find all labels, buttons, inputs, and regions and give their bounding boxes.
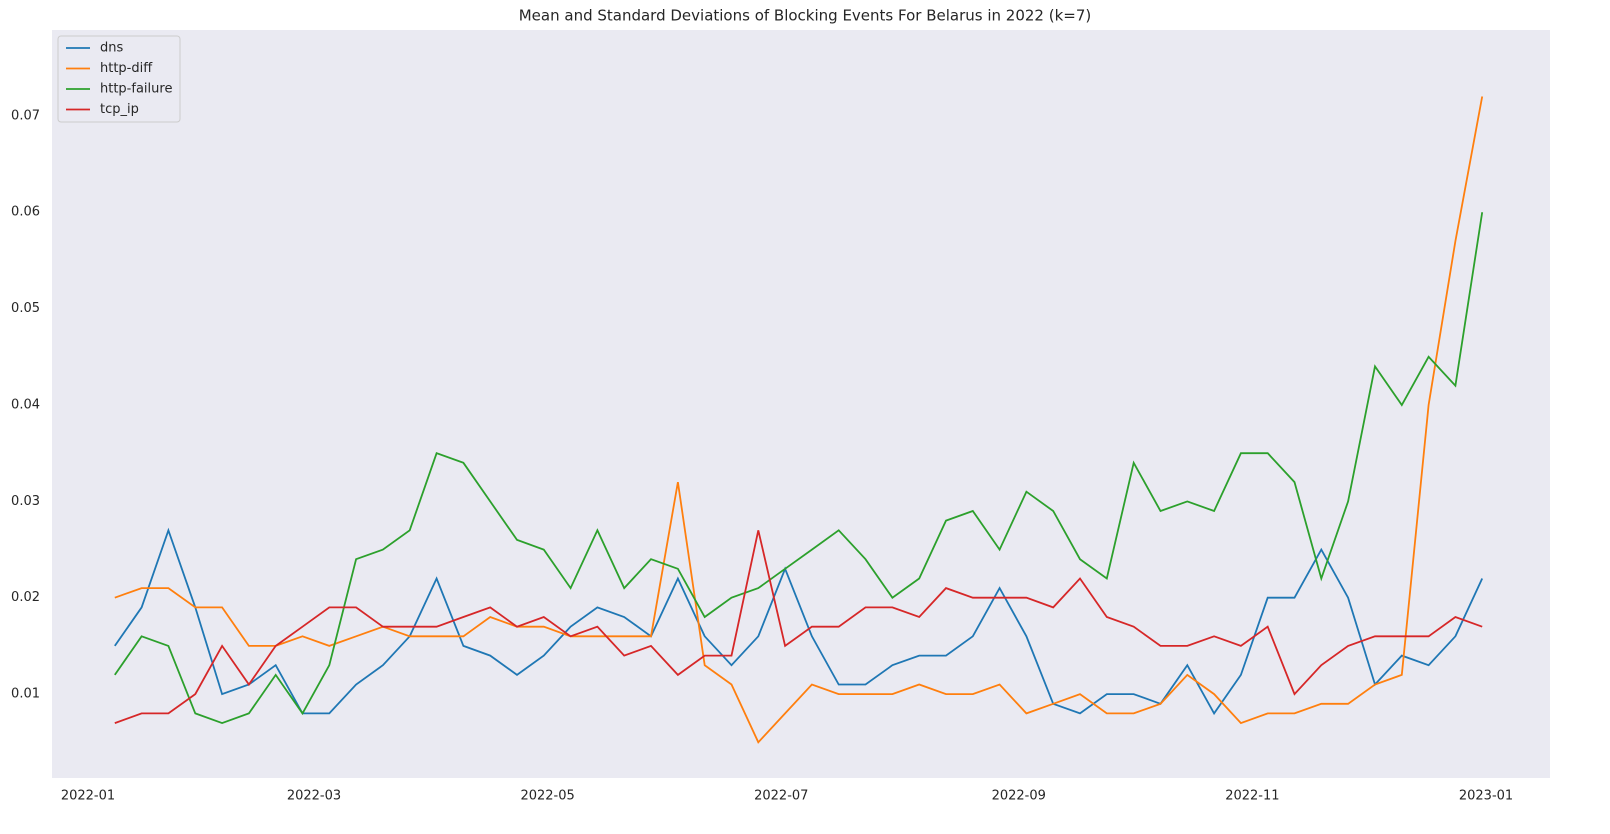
x-tick-label: 2022-03: [287, 789, 341, 804]
x-tick-label: 2022-11: [1225, 789, 1279, 804]
x-tick-label: 2022-07: [754, 789, 808, 804]
y-tick-label: 0.03: [11, 494, 40, 509]
series-line: [114, 530, 1483, 724]
legend-label: dns: [100, 41, 123, 56]
legend-label: http-failure: [100, 82, 172, 97]
legend-box: [57, 35, 181, 123]
x-tick-label: 2022-09: [992, 789, 1046, 804]
legend-label: http-diff: [100, 61, 153, 76]
x-tick-label: 2022-01: [61, 789, 115, 804]
y-tick-label: 0.07: [11, 108, 40, 123]
y-tick-label: 0.05: [11, 301, 40, 316]
y-tick-label: 0.06: [11, 205, 40, 220]
legend-label: tcp_ip: [100, 102, 139, 117]
series-line: [114, 212, 1484, 725]
plot-area: [52, 30, 1550, 778]
y-tick-label: 0.02: [11, 590, 40, 605]
y-tick-label: 0.01: [11, 687, 40, 702]
chart-title: Mean and Standard Deviations of Blocking…: [519, 7, 1092, 25]
y-tick-label: 0.04: [11, 397, 40, 412]
series-line: [114, 96, 1484, 744]
x-tick-label: 2023-01: [1459, 789, 1513, 804]
x-tick-label: 2022-05: [520, 789, 574, 804]
